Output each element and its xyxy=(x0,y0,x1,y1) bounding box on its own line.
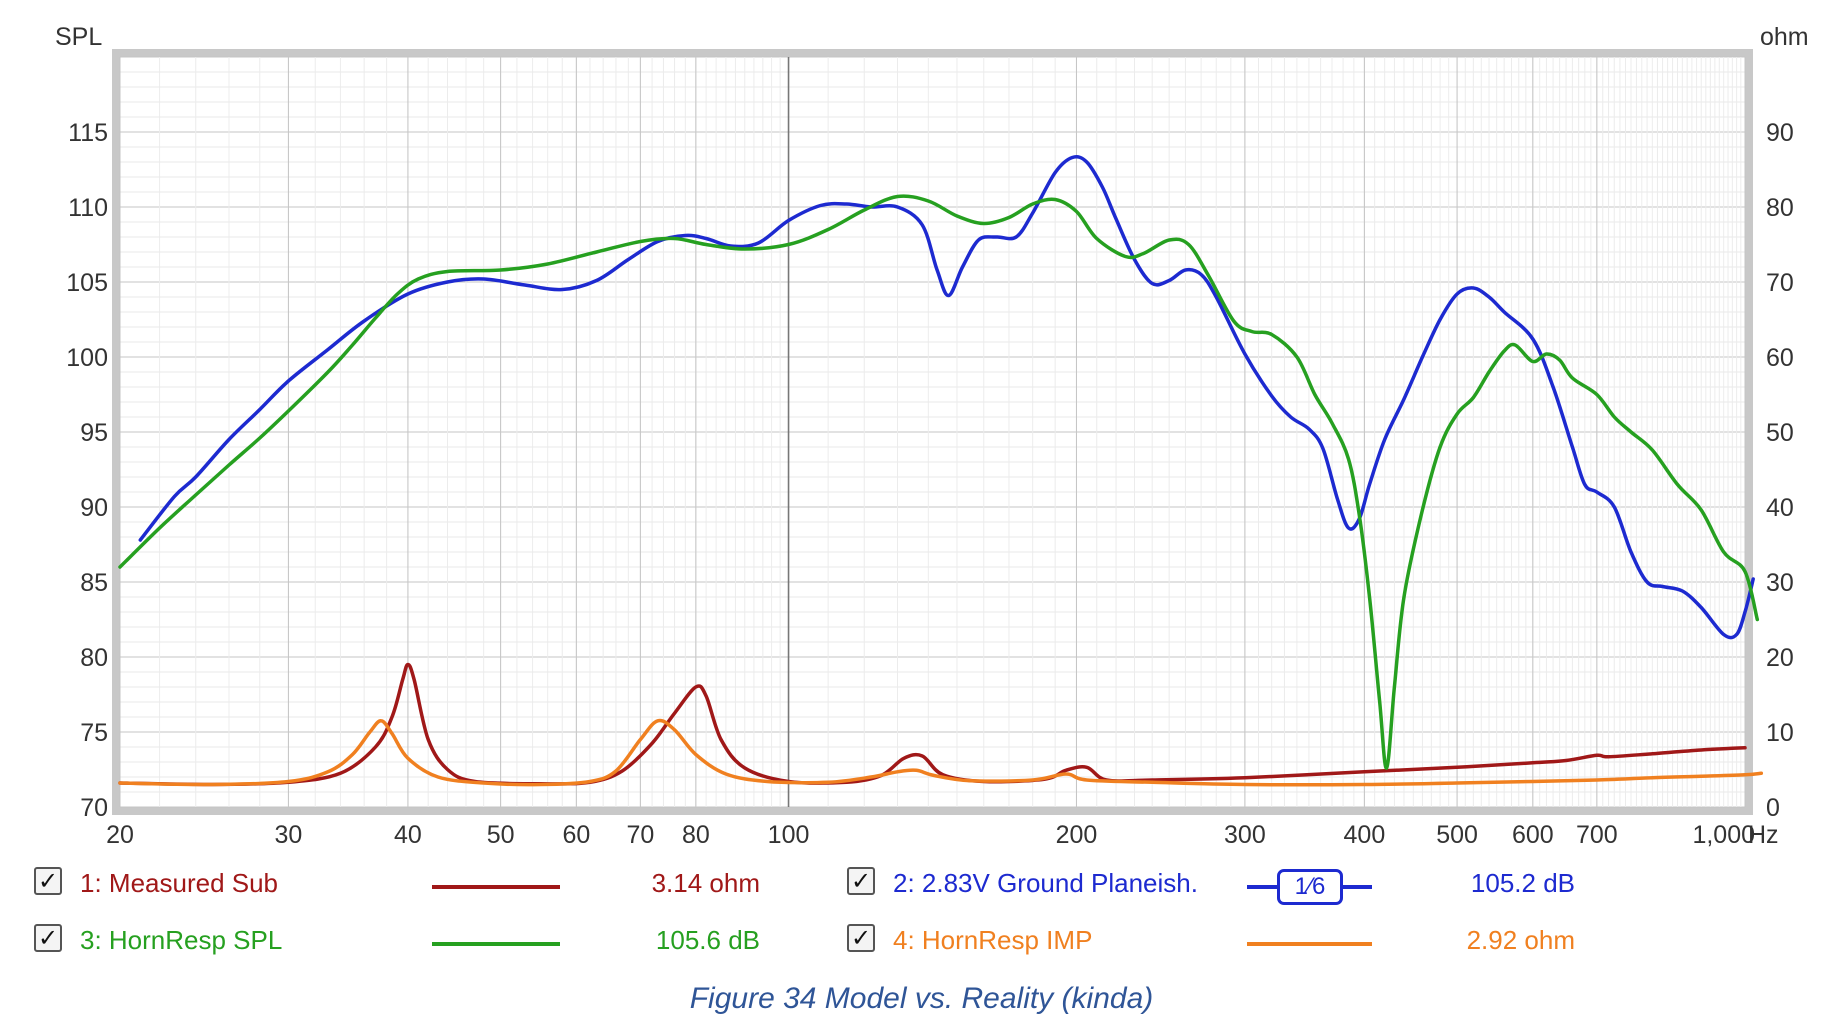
y-right-tick-label: 0 xyxy=(1766,794,1780,822)
y-right-tick-label: 80 xyxy=(1766,194,1794,222)
y-right-tick-label: 70 xyxy=(1766,269,1794,297)
figure-caption: Figure 34 Model vs. Reality (kinda) xyxy=(689,982,1154,1015)
y-left-tick-label: 115 xyxy=(68,119,108,147)
y-right-axis-label: ohm xyxy=(1760,23,1809,51)
y-right-tick-label: 40 xyxy=(1766,494,1794,522)
x-tick-label: 60 xyxy=(562,821,590,849)
y-right-tick-label: 50 xyxy=(1766,419,1794,447)
series-line-3 xyxy=(118,194,1760,770)
y-left-tick-label: 75 xyxy=(80,719,108,747)
y-right-tick-label: 10 xyxy=(1766,719,1794,747)
y-left-tick-label: 90 xyxy=(80,494,108,522)
x-tick-label: 700 xyxy=(1576,821,1618,849)
y-left-tick-label: 70 xyxy=(80,794,108,822)
y-left-tick-label: 85 xyxy=(80,569,108,597)
y-right-tick-label: 90 xyxy=(1766,119,1794,147)
x-tick-label: 30 xyxy=(275,821,303,849)
series-line-4 xyxy=(118,718,1764,787)
x-tick-label: 400 xyxy=(1344,821,1386,849)
y-left-tick-label: 80 xyxy=(80,644,108,672)
x-tick-label: 80 xyxy=(682,821,710,849)
y-left-tick-label: 110 xyxy=(68,194,108,222)
x-tick-label: 20 xyxy=(106,821,134,849)
x-tick-label: 40 xyxy=(394,821,422,849)
x-tick-label: 1,000 xyxy=(1692,821,1755,849)
x-tick-label: 70 xyxy=(626,821,654,849)
y-right-tick-label: 20 xyxy=(1766,644,1794,672)
x-tick-label: 100 xyxy=(768,821,810,849)
x-tick-label: 300 xyxy=(1224,821,1266,849)
x-tick-label: 200 xyxy=(1056,821,1098,849)
x-tick-label: 50 xyxy=(487,821,515,849)
y-left-tick-label: 95 xyxy=(80,419,108,447)
x-tick-label: 600 xyxy=(1512,821,1554,849)
x-axis-unit-label: Hz xyxy=(1748,821,1779,849)
x-tick-label: 500 xyxy=(1436,821,1478,849)
y-left-axis-label: SPL xyxy=(55,23,102,51)
y-right-tick-label: 30 xyxy=(1766,569,1794,597)
y-right-tick-label: 60 xyxy=(1766,344,1794,372)
series-line-2 xyxy=(138,155,1755,640)
y-left-tick-label: 105 xyxy=(66,269,108,297)
y-left-tick-label: 100 xyxy=(66,344,108,372)
